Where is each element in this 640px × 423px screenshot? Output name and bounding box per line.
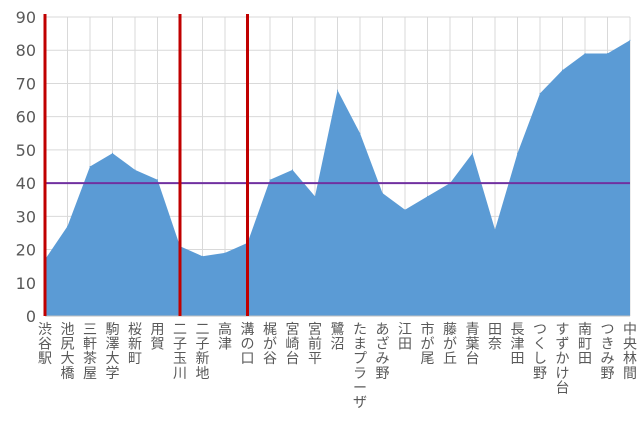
x-tick-label: 南町田 xyxy=(578,322,592,367)
y-tick-label: 20 xyxy=(16,241,36,260)
y-tick-label: 70 xyxy=(16,74,36,93)
x-tick-label: 二子新地 xyxy=(196,322,210,382)
data-point xyxy=(314,195,316,197)
data-point xyxy=(517,152,518,154)
data-point xyxy=(89,166,91,167)
y-tick-label: 0 xyxy=(26,307,36,326)
x-tick-label: 青葉台 xyxy=(466,322,480,367)
x-tick-label: 市が尾 xyxy=(421,321,435,367)
data-point xyxy=(224,252,226,254)
data-point xyxy=(629,39,631,41)
x-tick-label: 宮崎台 xyxy=(286,322,300,367)
x-tick-label: 溝の口 xyxy=(241,322,255,367)
data-point xyxy=(607,53,608,55)
x-tick-label: 桜新町 xyxy=(128,322,142,367)
x-tick-label: すずかけ台 xyxy=(556,322,570,396)
data-point xyxy=(472,152,473,154)
y-tick-label: 10 xyxy=(16,274,36,293)
x-tick-label: 三軒茶屋 xyxy=(83,322,97,382)
data-point xyxy=(337,89,338,91)
x-tick-label: 鷺沼 xyxy=(331,322,345,353)
x-axis-tick-labels: 渋谷駅池尻大橋三軒茶屋駒澤大学桜新町用賀二子玉川二子新地高津溝の口梶が谷宮崎台宮… xyxy=(38,321,637,411)
x-tick-label: たまプラーザ xyxy=(353,322,367,411)
x-tick-label: つくし野 xyxy=(533,322,547,382)
y-tick-label: 60 xyxy=(16,108,36,127)
data-point xyxy=(427,195,428,197)
x-tick-label: 梶が谷 xyxy=(263,322,277,367)
data-point xyxy=(562,69,563,71)
x-tick-label: 宮前平 xyxy=(308,322,322,367)
y-tick-label: 50 xyxy=(16,141,36,160)
x-tick-label: 渋谷駅 xyxy=(38,322,52,367)
data-point xyxy=(134,169,136,171)
data-point xyxy=(67,225,68,227)
y-tick-label: 80 xyxy=(16,41,36,60)
x-tick-label: 田奈 xyxy=(488,322,502,353)
data-point xyxy=(382,192,383,194)
x-tick-label: 駒澤大学 xyxy=(106,322,120,382)
data-point xyxy=(112,152,113,154)
data-point xyxy=(539,92,541,94)
x-tick-label: 長津田 xyxy=(511,322,525,367)
x-tick-label: 藤が丘 xyxy=(443,322,457,367)
data-point xyxy=(292,169,293,171)
area-series xyxy=(45,40,630,316)
data-point xyxy=(269,179,271,181)
data-point xyxy=(202,255,203,257)
x-tick-label: あざみ野 xyxy=(376,322,390,382)
x-tick-label: 江田 xyxy=(398,322,412,353)
data-point xyxy=(494,229,496,231)
y-tick-label: 90 xyxy=(16,8,36,27)
data-point xyxy=(359,132,361,134)
vertical-markers xyxy=(43,14,249,316)
y-axis-tick-labels: 0 10 20 30 40 50 60 70 80 90 xyxy=(16,8,36,326)
y-tick-label: 30 xyxy=(16,207,36,226)
x-tick-label: 高津 xyxy=(218,321,232,353)
x-tick-label: つきみ野 xyxy=(601,322,615,382)
data-point xyxy=(584,53,586,55)
x-tick-label: 中央林間 xyxy=(623,322,637,382)
x-tick-label: 池尻大橋 xyxy=(61,322,75,382)
x-tick-label: 用賀 xyxy=(151,322,165,353)
x-tick-label: 二子玉川 xyxy=(173,322,187,382)
data-point xyxy=(157,179,158,181)
data-point xyxy=(404,209,406,211)
y-tick-label: 40 xyxy=(16,174,36,193)
